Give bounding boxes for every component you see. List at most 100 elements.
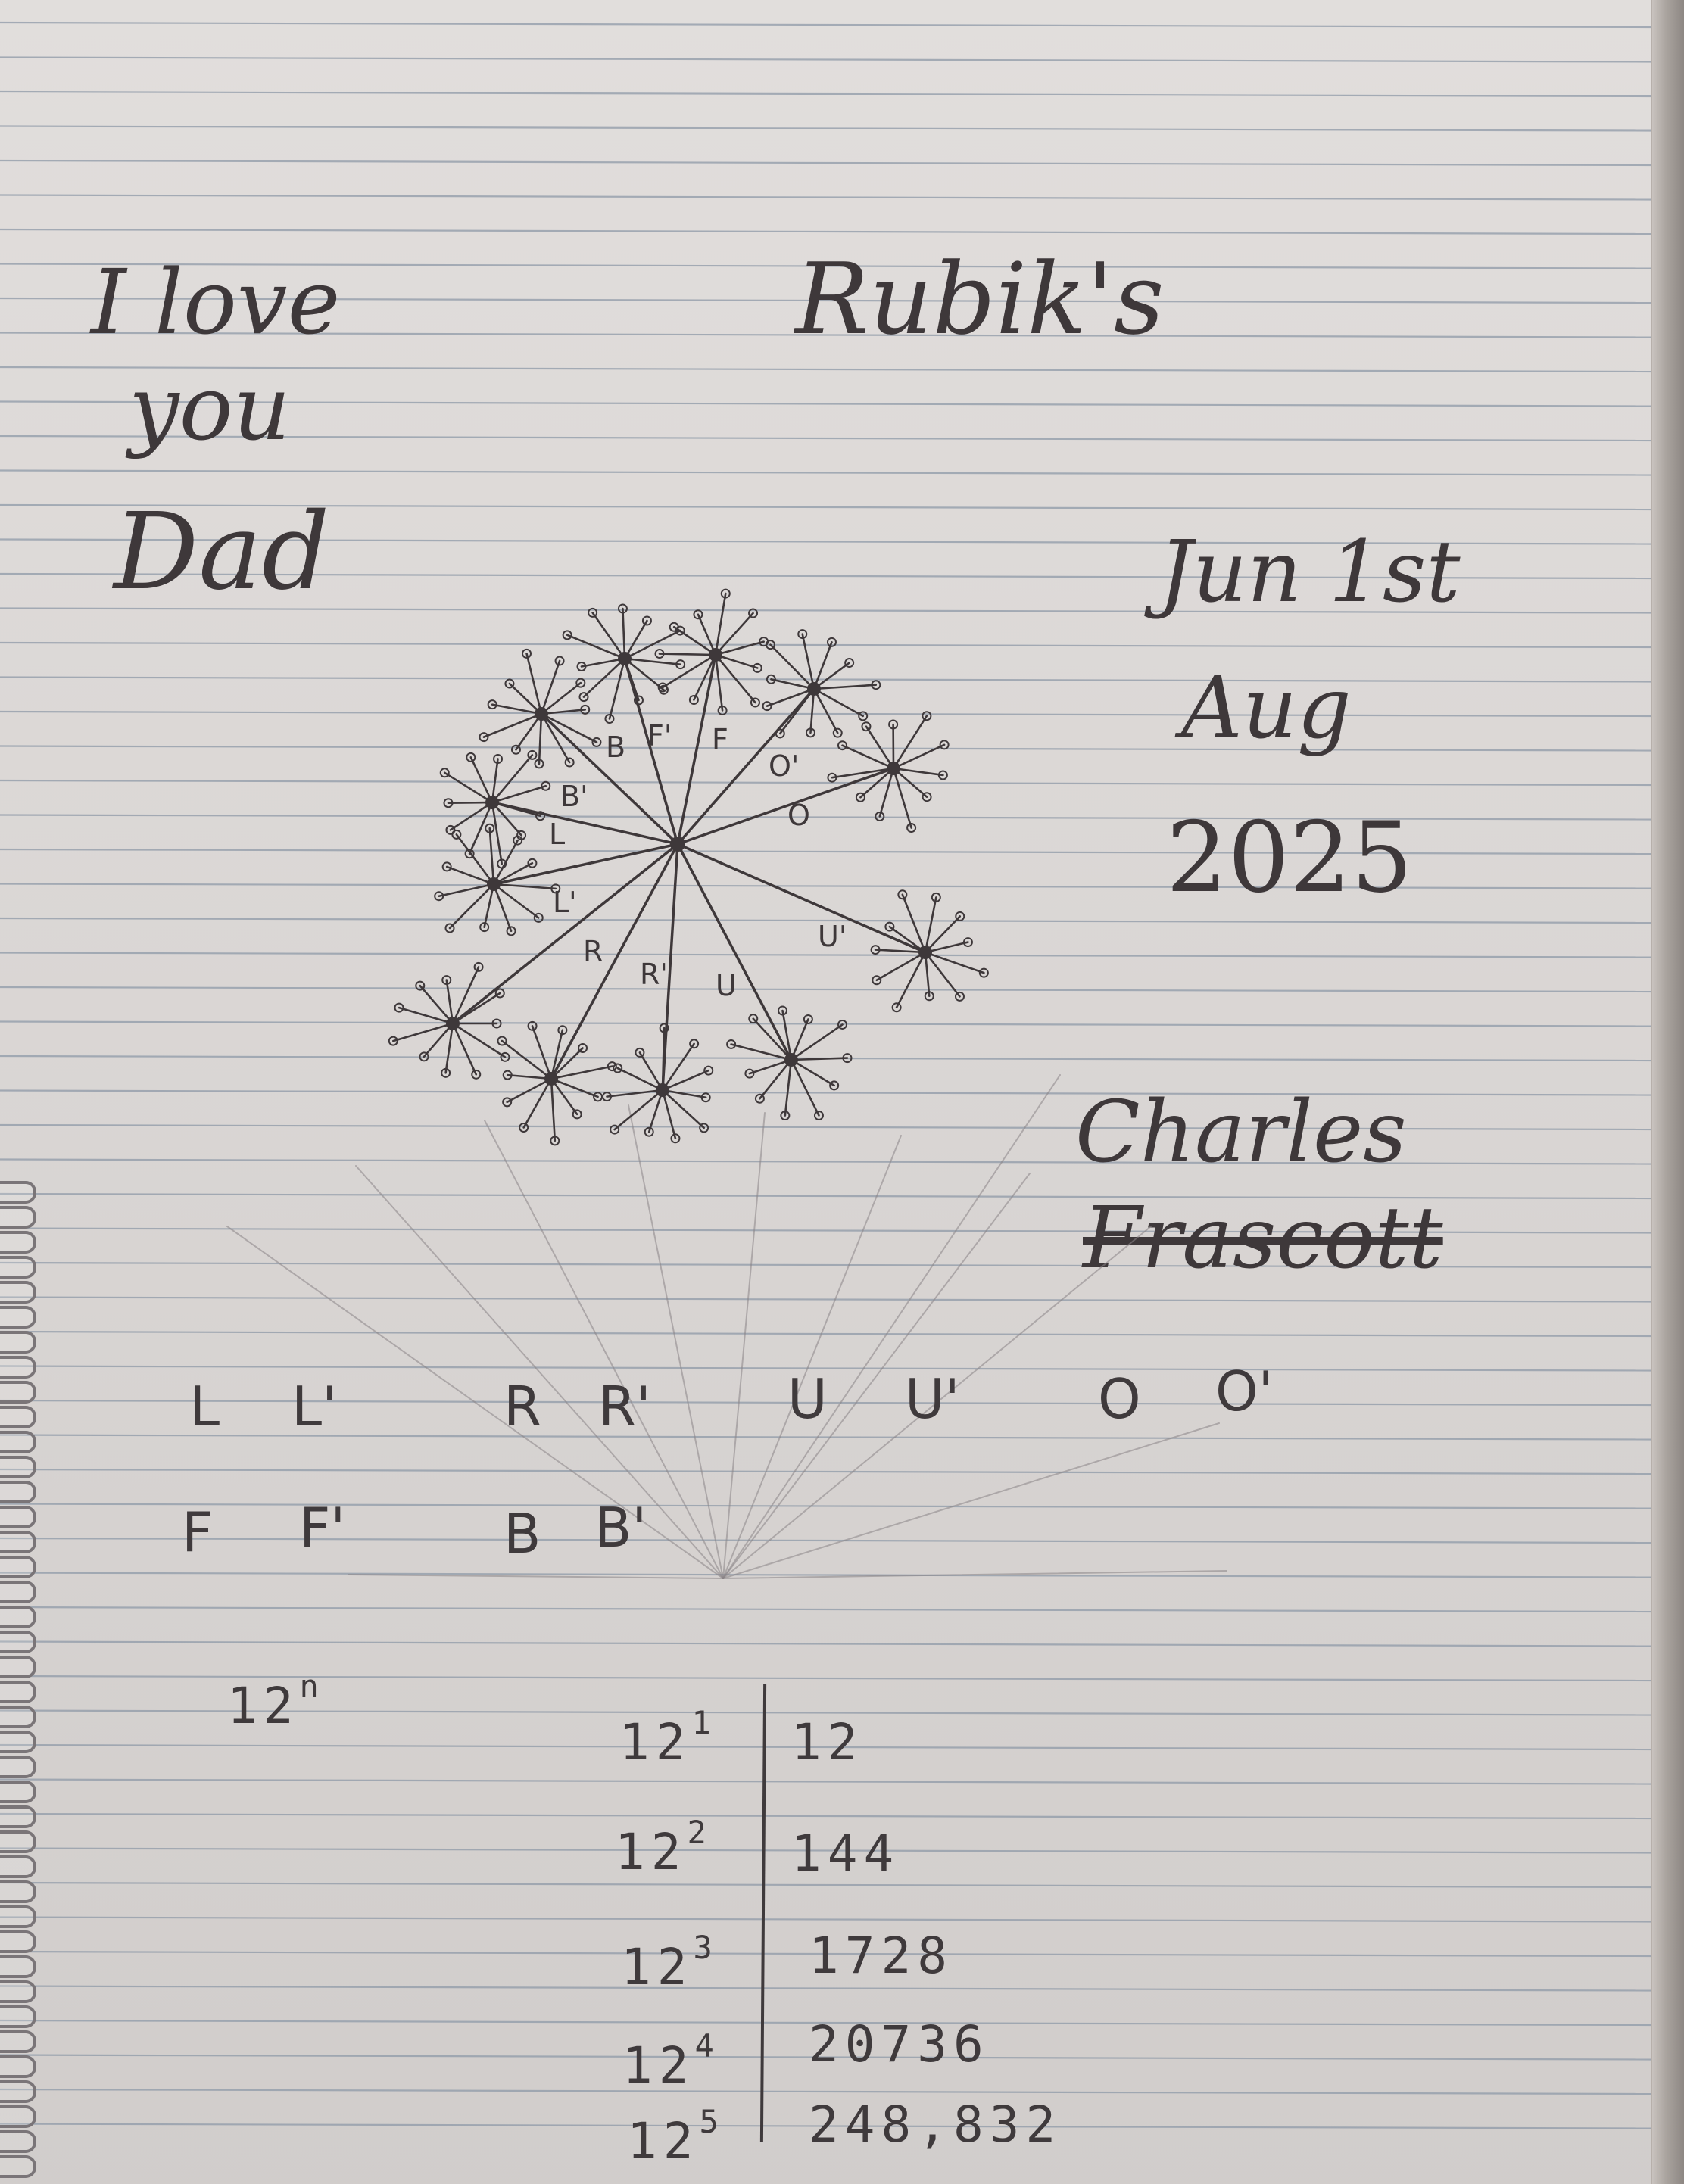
- spiral-ring: [0, 1656, 36, 1678]
- ruled-line: [0, 2088, 1653, 2095]
- leaf-node: [439, 768, 450, 778]
- ruled-line: [0, 1985, 1653, 1992]
- tree-edge: [676, 653, 717, 846]
- leaf-spoke: [482, 712, 543, 738]
- tree-edge: [623, 657, 679, 846]
- leaf-node: [500, 1051, 510, 1062]
- move-F: F: [182, 1500, 214, 1564]
- branch-node: [487, 877, 501, 891]
- leaf-spoke: [790, 1057, 849, 1061]
- leaf-spoke: [616, 1067, 664, 1092]
- leaf-node: [578, 692, 589, 703]
- leaf-spoke: [508, 682, 543, 715]
- leaf-spoke: [661, 1027, 666, 1092]
- greeting-line-1: I love: [91, 250, 341, 354]
- leaf-spoke: [419, 984, 454, 1025]
- ruled-line: [0, 572, 1653, 580]
- leaf-spoke: [623, 629, 681, 660]
- leaf-node: [826, 637, 837, 647]
- pencil-ray: [722, 1173, 1031, 1579]
- leaf-node: [494, 988, 505, 999]
- leaf-spoke: [841, 744, 895, 770]
- leaf-spoke: [730, 1043, 793, 1061]
- spiral-ring: [0, 1955, 36, 1978]
- edge-label: B': [560, 780, 588, 813]
- leaf-spoke: [892, 767, 944, 777]
- leaf-spoke: [451, 1022, 478, 1076]
- ruled-line: [0, 917, 1653, 924]
- date-line-3: 2025: [1166, 802, 1413, 914]
- leaf-spoke: [540, 709, 587, 715]
- ruled-line: [0, 814, 1653, 821]
- leaf-spoke: [398, 1006, 454, 1025]
- ruled-line: [0, 986, 1653, 993]
- ruled-line: [0, 1089, 1653, 1096]
- edge-label: U: [716, 969, 737, 1002]
- spiral-ring: [0, 1980, 36, 2003]
- leaf-node: [699, 1123, 709, 1133]
- ruled-line: [0, 1572, 1653, 1578]
- spiral-ring: [0, 1581, 36, 1603]
- pencil-ray: [348, 1574, 724, 1579]
- ruled-line: [0, 1881, 1653, 1889]
- tree-edge: [676, 687, 815, 846]
- power-exponent: 3: [693, 1929, 713, 1966]
- leaf-spoke: [888, 925, 927, 954]
- ruled-line: [0, 503, 1653, 511]
- edge-label: B: [606, 731, 625, 764]
- leaf-node: [610, 1124, 620, 1135]
- leaf-node: [591, 737, 602, 747]
- leaf-node: [451, 829, 462, 840]
- leaf-spoke: [790, 1058, 835, 1087]
- leaf-spoke: [451, 1022, 507, 1058]
- ruled-line: [0, 1950, 1653, 1958]
- leaf-spoke: [901, 893, 927, 954]
- leaf-node: [602, 1092, 613, 1102]
- ruled-line: [0, 848, 1653, 855]
- leaf-node: [641, 615, 652, 626]
- leaf-spoke: [865, 725, 895, 770]
- leaf-node: [527, 1020, 538, 1031]
- leaf-spoke: [623, 657, 640, 702]
- ruled-line: [0, 2019, 1653, 2027]
- power-row-1-value: 12: [791, 1713, 864, 1771]
- edge-label: U': [818, 920, 847, 953]
- leaf-node: [644, 1126, 654, 1137]
- power-exponent: 1: [691, 1704, 711, 1741]
- branch-node: [807, 682, 821, 696]
- edge-label: O': [769, 749, 799, 783]
- leaf-spoke: [540, 712, 571, 764]
- leaf-node: [750, 697, 760, 708]
- spiral-ring: [0, 2030, 36, 2053]
- signature-line-2: Frascott: [1083, 1189, 1443, 1288]
- ruled-line: [0, 1158, 1653, 1165]
- ruled-line: [0, 538, 1653, 545]
- spiral-ring: [0, 1181, 36, 1204]
- spiral-ring: [0, 1506, 36, 1528]
- leaf-node: [922, 711, 932, 721]
- leaf-spoke: [790, 1058, 820, 1117]
- leaf-node: [527, 749, 538, 760]
- spiral-ring: [0, 1930, 36, 1953]
- power-row-3-expr: 123: [621, 1929, 713, 1996]
- spiral-ring: [0, 1880, 36, 1903]
- leaf-spoke: [781, 1009, 793, 1061]
- move-U-prime: U': [905, 1367, 960, 1431]
- leaf-node: [978, 967, 989, 978]
- ruled-line: [0, 1227, 1653, 1234]
- ruled-line: [0, 1192, 1653, 1200]
- leaf-spoke: [924, 941, 969, 954]
- leaf-spoke: [874, 949, 927, 954]
- leaf-spoke: [550, 1077, 599, 1098]
- leaf-node: [510, 744, 521, 755]
- edge-label: L: [549, 818, 565, 851]
- leaf-node: [535, 811, 546, 821]
- leaf-spoke: [647, 1089, 664, 1133]
- leaf-spoke: [623, 657, 665, 691]
- leaf-spoke: [924, 951, 961, 998]
- leaf-node: [954, 991, 965, 1002]
- leaf-node: [805, 727, 815, 738]
- edge-label: R: [583, 935, 603, 968]
- edge-label: R': [640, 958, 668, 991]
- tree-edge: [451, 843, 679, 1025]
